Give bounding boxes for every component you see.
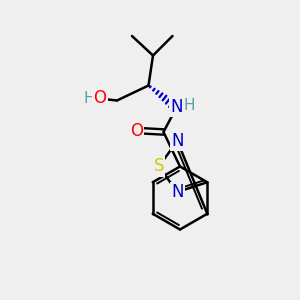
- Text: O: O: [130, 122, 143, 140]
- Text: N: N: [171, 183, 184, 201]
- Text: N: N: [171, 132, 184, 150]
- Text: N: N: [171, 98, 183, 116]
- Text: O: O: [93, 89, 106, 107]
- Text: H: H: [83, 91, 94, 106]
- Text: H: H: [184, 98, 195, 112]
- Text: S: S: [154, 158, 164, 175]
